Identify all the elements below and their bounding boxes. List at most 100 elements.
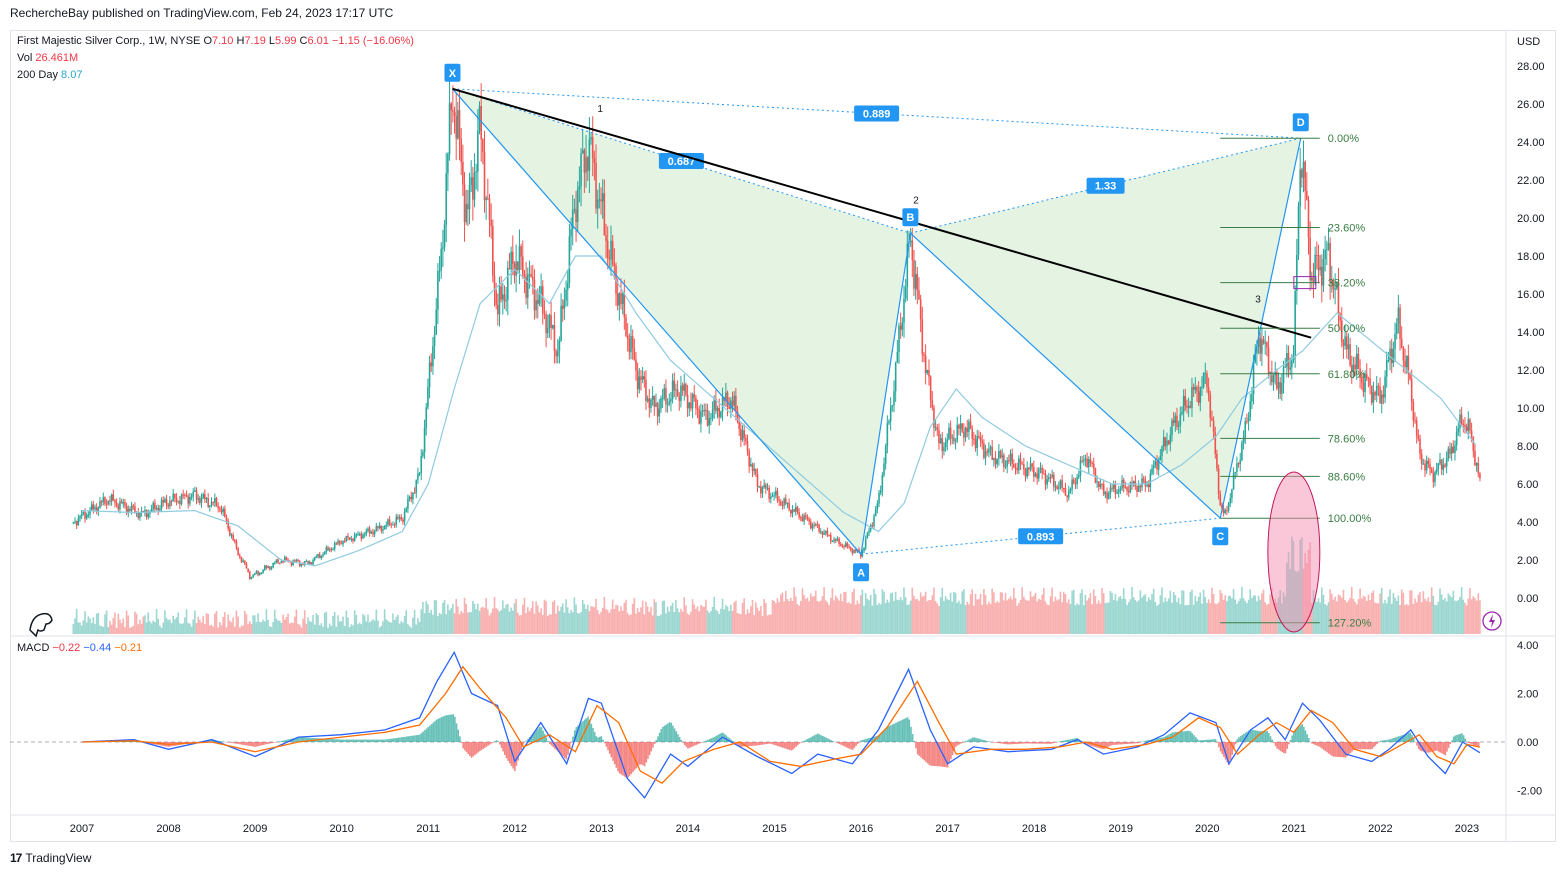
candle-body bbox=[991, 446, 994, 460]
macd-hist-bar bbox=[647, 742, 649, 759]
macd-hist-bar bbox=[645, 742, 648, 763]
macd-hist-bar bbox=[1178, 731, 1180, 742]
fib-level-label: 100.00% bbox=[1328, 513, 1372, 525]
volume-bar bbox=[248, 621, 251, 634]
volume-bar bbox=[656, 615, 659, 634]
candle-body bbox=[1019, 458, 1022, 464]
year-tick-label: 2007 bbox=[70, 823, 94, 835]
candle-body bbox=[1127, 490, 1130, 493]
macd-hist-bar bbox=[610, 742, 613, 758]
volume-bar bbox=[1102, 593, 1105, 634]
macd-hist-bar bbox=[978, 738, 981, 742]
candle-body bbox=[397, 516, 399, 519]
candle-body bbox=[194, 490, 196, 492]
volume-bar bbox=[675, 600, 677, 634]
volume-bar bbox=[297, 623, 299, 634]
volume-bar bbox=[555, 613, 557, 634]
macd-hist-bar bbox=[826, 738, 829, 742]
volume-bar bbox=[710, 611, 712, 634]
volume-bar bbox=[886, 599, 889, 634]
candle-body bbox=[373, 530, 376, 535]
volume-bar bbox=[968, 604, 970, 634]
candle-body bbox=[946, 439, 949, 443]
macd-series-signal bbox=[81, 665, 1481, 785]
macd-hist-bar bbox=[344, 739, 346, 742]
year-tick-label: 2021 bbox=[1282, 823, 1306, 835]
volume-bar bbox=[941, 587, 944, 634]
volume-bar bbox=[1132, 597, 1135, 634]
candle-body bbox=[1217, 468, 1220, 495]
macd-hist-bar bbox=[449, 714, 451, 742]
macd-hist-bar bbox=[417, 734, 420, 742]
volume-bar bbox=[771, 599, 774, 634]
candle-body bbox=[626, 335, 629, 339]
candle-body bbox=[380, 525, 383, 531]
candle-body bbox=[493, 275, 496, 291]
candle-body bbox=[97, 508, 100, 512]
macd-hist-bar bbox=[1124, 742, 1127, 745]
legend-change: −1.15 (−16.06%) bbox=[331, 35, 414, 47]
candle-body bbox=[1201, 386, 1203, 388]
candle-body bbox=[1146, 484, 1148, 487]
macd-hist-bar bbox=[935, 742, 937, 767]
candle-body bbox=[898, 325, 900, 353]
macd-hist-bar bbox=[507, 742, 509, 761]
candle-body bbox=[1154, 461, 1157, 466]
volume-bar bbox=[237, 616, 239, 634]
macd-hist-bar bbox=[305, 737, 308, 742]
volume-bar bbox=[593, 607, 596, 634]
candle-body bbox=[1460, 414, 1463, 424]
volume-bar bbox=[1112, 600, 1115, 634]
candle-body bbox=[1439, 459, 1441, 464]
macd-hist-bar bbox=[775, 742, 777, 746]
candle-body bbox=[1054, 486, 1057, 488]
macd-hist-bar bbox=[690, 742, 693, 748]
macd-hist-bar bbox=[360, 739, 363, 742]
candle-body bbox=[1309, 237, 1311, 281]
candle-body bbox=[951, 437, 954, 439]
macd-hist-bar bbox=[568, 742, 571, 749]
macd-hist-bar bbox=[1436, 742, 1438, 751]
candle-body bbox=[129, 508, 131, 511]
candle-body bbox=[731, 400, 734, 406]
volume-bar bbox=[1344, 600, 1346, 634]
macd-hist-bar bbox=[780, 742, 782, 748]
volume-bar bbox=[157, 618, 160, 634]
volume-bar bbox=[1249, 589, 1252, 634]
volume-bar bbox=[149, 621, 151, 634]
volume-bar bbox=[350, 624, 353, 634]
candle-body bbox=[1111, 487, 1113, 489]
volume-bar bbox=[758, 610, 760, 634]
volume-bar bbox=[1342, 589, 1345, 634]
candle-body bbox=[938, 430, 940, 444]
volume-legend: Vol 26.461M bbox=[17, 51, 78, 65]
candle-body bbox=[1279, 382, 1281, 394]
volume-bar bbox=[1137, 600, 1140, 634]
volume-bar bbox=[1237, 601, 1240, 634]
candle-body bbox=[911, 240, 914, 260]
candle-body bbox=[1369, 378, 1371, 386]
macd-hist-bar bbox=[1104, 742, 1107, 749]
macd-hist-bar bbox=[1376, 742, 1378, 745]
volume-bar bbox=[706, 610, 709, 634]
volume-bar bbox=[1084, 594, 1087, 634]
volume-bar bbox=[1399, 604, 1401, 634]
candle-body bbox=[1321, 266, 1323, 286]
fib-level-label: 127.20% bbox=[1328, 618, 1372, 630]
volume-bar bbox=[1339, 595, 1341, 634]
candle-body bbox=[162, 500, 165, 503]
volume-bar bbox=[462, 612, 464, 634]
macd-hist-bar bbox=[965, 741, 967, 742]
macd-hist-bar bbox=[392, 738, 395, 742]
candle-body bbox=[608, 258, 611, 260]
macd-hist-bar bbox=[1364, 742, 1367, 750]
macd-hist-bar bbox=[1043, 742, 1045, 744]
macd-hist-bar bbox=[1357, 742, 1360, 750]
candle-body bbox=[565, 289, 567, 301]
volume-bar bbox=[320, 623, 323, 634]
candle-body bbox=[701, 410, 704, 412]
volume-bar bbox=[708, 612, 711, 634]
macd-hist-bar bbox=[768, 742, 771, 744]
macd-hist-bar bbox=[1346, 742, 1348, 757]
